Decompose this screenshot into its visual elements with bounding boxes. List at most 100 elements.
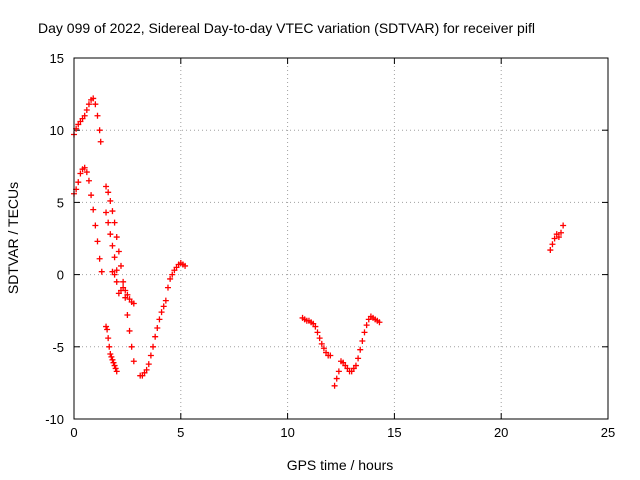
data-series [71,95,104,145]
data-point [357,346,364,353]
chart-title: Day 099 of 2022, Sidereal Day-to-day VTE… [38,20,535,36]
data-point [113,267,120,274]
data-point [104,326,111,333]
data-point [130,300,137,307]
data-point [333,375,340,382]
data-point [122,287,129,294]
data-point [85,177,92,184]
data-point [106,343,113,350]
data-point [111,362,118,369]
y-tick-label: 10 [50,123,64,138]
data-point [167,275,174,282]
data-point [124,312,131,319]
data-point [147,352,154,359]
data-point [113,278,120,285]
data-series [164,260,189,291]
data-point [355,355,362,362]
data-point [107,351,114,358]
y-tick-label: 0 [57,268,64,283]
data-point [105,335,112,342]
y-axis-label: SDTVAR / TECUs [5,182,21,294]
data-series [299,314,334,359]
data-point [361,329,368,336]
data-series [137,297,169,379]
data-point [120,278,127,285]
data-point [316,335,323,342]
data-point [359,338,366,345]
data-point [558,229,565,236]
data-series [547,222,567,254]
data-series [109,268,137,307]
data-point [81,112,88,119]
data-point [560,222,567,229]
data-point [158,309,165,316]
data-point [117,262,124,269]
data-point [92,101,99,108]
data-point [352,362,359,369]
data-series [103,209,120,274]
data-series [103,183,137,365]
data-point [109,208,116,215]
plot-frame [73,57,609,420]
data-point [320,345,327,352]
data-point [363,322,370,329]
x-tick-label: 20 [494,425,508,440]
data-point [318,340,325,347]
data-point [109,356,116,363]
data-point [103,323,110,330]
ticks: 0 5 10 15 20 25 -10 -5 0 5 10 15 [45,51,615,440]
data-point [94,238,101,245]
data-point [111,254,118,261]
data-point [103,183,110,190]
data-point [103,209,110,216]
data-point [555,234,562,241]
grid [74,58,608,419]
data-point [83,106,90,113]
data-point [77,170,84,177]
data-point [75,179,82,186]
data-point [111,219,118,226]
x-tick-label: 5 [177,425,184,440]
x-tick-label: 0 [70,425,77,440]
y-tick-label: -10 [45,412,64,427]
x-tick-label: 15 [387,425,401,440]
data-point [124,291,131,298]
y-tick-label: -5 [52,340,64,355]
data-point [96,127,103,134]
x-tick-label: 25 [601,425,615,440]
data-point [145,361,152,368]
data-point [83,169,90,176]
data-point [126,327,133,334]
data-point [98,268,105,275]
data-point [112,365,119,372]
data-point [90,206,97,213]
data-point [547,247,554,254]
data-point [182,262,189,269]
data-point [143,366,150,373]
data-point [85,101,92,108]
x-axis-label: GPS time / hours [287,457,394,473]
data-point [105,219,112,226]
data-point [107,197,114,204]
data-point [107,231,114,238]
data-point [92,222,99,229]
data-point [376,319,383,326]
data-point [156,316,163,323]
data-series [71,164,105,275]
data-point [314,329,321,336]
data-point [549,241,556,248]
data-point [130,358,137,365]
data-point [113,368,120,375]
data-point [169,271,176,278]
data-point [150,343,157,350]
data-point [154,325,161,332]
data-point [109,242,116,249]
data-point [115,248,122,255]
data-series [338,313,383,375]
data-point [335,368,342,375]
data-point [331,382,338,389]
y-tick-label: 15 [50,51,64,66]
data-points [71,95,567,389]
data-point [96,255,103,262]
